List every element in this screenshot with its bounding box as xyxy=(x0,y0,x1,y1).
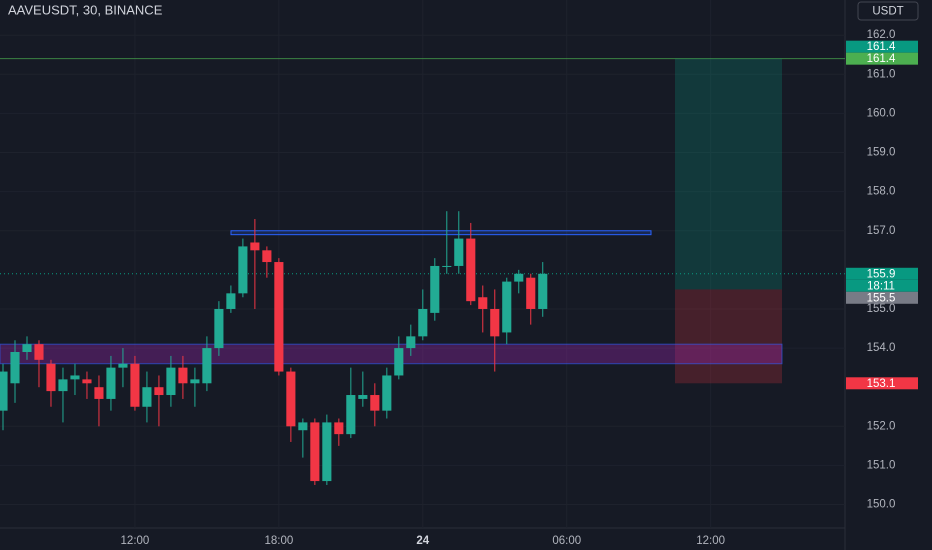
candle-body xyxy=(58,379,68,392)
y-tick-label: 160.0 xyxy=(867,107,896,119)
x-tick-label: 18:00 xyxy=(264,535,293,547)
price-tag xyxy=(846,52,918,65)
candle-body xyxy=(94,387,104,399)
candle-body xyxy=(538,273,548,309)
candle-body xyxy=(394,348,404,376)
price-tag xyxy=(846,291,918,304)
price-tag-label: 153.1 xyxy=(867,378,896,390)
y-tick-label: 154.0 xyxy=(867,342,896,354)
candle-body xyxy=(34,344,44,360)
candle-body xyxy=(226,293,236,309)
y-tick-label: 159.0 xyxy=(867,147,896,159)
candle-body xyxy=(238,246,248,294)
candle-body xyxy=(82,379,92,384)
candle-body xyxy=(478,297,488,309)
candle-body xyxy=(154,387,164,396)
candle-body xyxy=(130,363,140,407)
price-tag xyxy=(846,377,918,390)
candle-body xyxy=(70,375,80,380)
candle-body xyxy=(514,273,524,282)
candle-body xyxy=(322,422,332,482)
candle-body xyxy=(0,371,8,411)
y-tick-label: 155.0 xyxy=(867,303,896,315)
currency-button[interactable] xyxy=(857,1,919,21)
resistance-zone xyxy=(230,230,652,236)
y-tick-label: 158.0 xyxy=(867,186,896,198)
loss-zone xyxy=(675,289,782,384)
candle-body xyxy=(262,250,272,263)
y-tick-label: 161.0 xyxy=(867,68,896,80)
x-tick-label: 12:00 xyxy=(696,535,725,547)
candle-body xyxy=(454,238,464,266)
candle-body xyxy=(358,395,368,399)
price-tag xyxy=(846,40,918,53)
candle-body xyxy=(106,367,116,399)
candle-body xyxy=(22,344,32,352)
candle-body xyxy=(334,422,344,435)
price-tag-label: 155.9 xyxy=(867,268,896,280)
candle-body xyxy=(166,367,176,396)
candle-body xyxy=(370,395,380,411)
y-tick-label: 151.0 xyxy=(867,459,896,471)
candle-body xyxy=(310,422,320,482)
price-tag-label: 155.5 xyxy=(867,292,896,304)
candle-body xyxy=(250,242,260,251)
y-tick-label: 152.0 xyxy=(867,420,896,432)
profit-zone xyxy=(675,58,782,290)
candle-body xyxy=(118,363,128,368)
candle-body xyxy=(418,308,428,337)
x-tick-label: 06:00 xyxy=(552,535,581,547)
candle-body xyxy=(10,352,20,384)
countdown-label: 18:11 xyxy=(867,280,895,292)
currency-label[interactable]: USDT xyxy=(872,6,903,18)
candle-body xyxy=(178,367,188,384)
price-tag xyxy=(846,267,918,280)
candle-body xyxy=(214,308,224,349)
price-tag-label: 161.4 xyxy=(867,53,896,65)
y-tick-label: 150.0 xyxy=(867,499,896,511)
chart-title: AAVEUSDT, 30, BINANCE xyxy=(8,2,163,17)
candle-body xyxy=(202,348,212,384)
candle-body xyxy=(406,336,416,349)
candle-body xyxy=(382,375,392,411)
candle-body xyxy=(142,387,152,407)
y-tick-label: 162.0 xyxy=(867,29,896,41)
candle-body xyxy=(298,422,308,431)
candle-body xyxy=(286,371,296,427)
candle-body xyxy=(490,308,500,337)
x-tick-label: 12:00 xyxy=(121,535,150,547)
candle-body xyxy=(502,281,512,333)
support-zone xyxy=(0,343,783,365)
candle-body xyxy=(430,265,440,313)
candle-body xyxy=(442,265,452,267)
candle-body xyxy=(466,238,476,302)
candle-body xyxy=(274,262,284,372)
countdown-tag xyxy=(846,279,918,292)
price-tag-label: 161.4 xyxy=(867,41,896,53)
x-tick-label: 24 xyxy=(416,535,429,547)
candle-body xyxy=(346,395,356,435)
candle-body xyxy=(526,277,536,309)
candle-body xyxy=(46,363,56,392)
candle-body xyxy=(190,379,200,384)
y-tick-label: 157.0 xyxy=(867,225,896,237)
